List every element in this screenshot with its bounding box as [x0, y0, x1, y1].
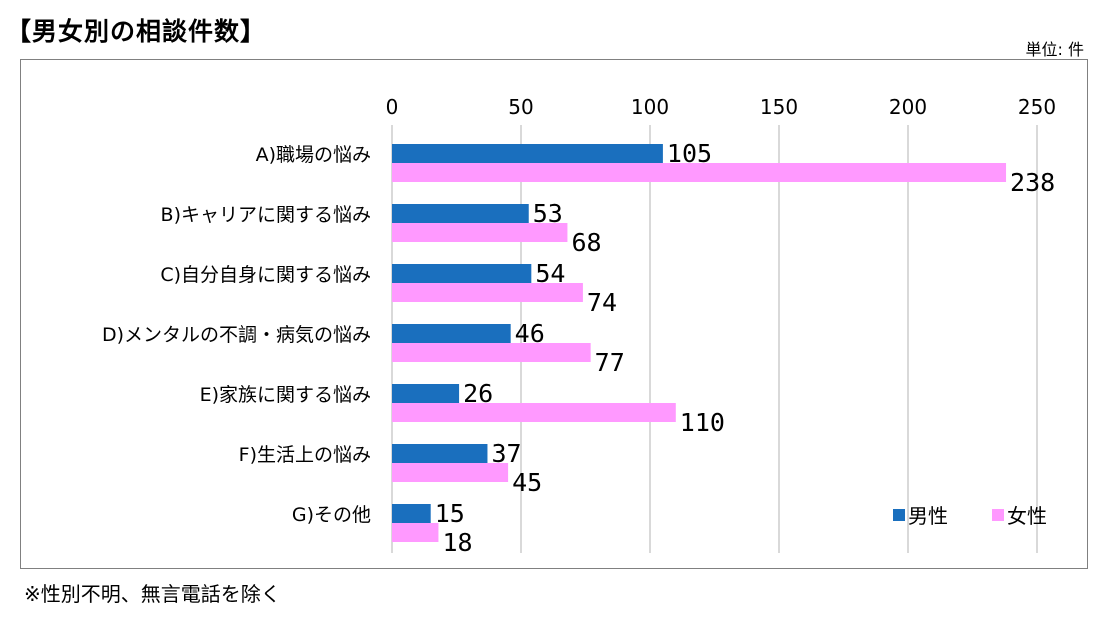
x-tick-label-0: 0 — [386, 95, 399, 119]
footnote: ※性別不明、無言電話を除く — [24, 582, 281, 606]
category-label-0: A)職場の悩み — [256, 144, 371, 166]
bar-0-1 — [392, 204, 529, 223]
x-tick-label-5: 250 — [1018, 95, 1056, 119]
bar-1-2 — [392, 283, 583, 302]
bar-1-5 — [392, 463, 509, 482]
category-label-3: D)メンタルの不調・病気の悩み — [102, 324, 371, 346]
data-label-0-6: 15 — [435, 499, 465, 528]
bar-0-6 — [392, 504, 431, 523]
bar-1-6 — [392, 523, 439, 542]
bar-1-4 — [392, 403, 676, 422]
category-label-2: C)自分自身に関する悩み — [160, 264, 371, 286]
category-label-1: B)キャリアに関する悩み — [161, 204, 371, 226]
category-label-4: E)家族に関する悩み — [200, 384, 371, 406]
legend-swatch-0 — [893, 509, 905, 521]
legend-label-1: 女性 — [1007, 504, 1047, 528]
x-tick-label-1: 50 — [508, 95, 533, 119]
chart-title: 【男女別の相談件数】 — [6, 17, 267, 46]
chart-frame — [20, 59, 1088, 569]
category-label-6: G)その他 — [292, 504, 371, 526]
bar-1-0 — [392, 163, 1007, 182]
x-tick-label-2: 100 — [631, 95, 669, 119]
bar-0-2 — [392, 264, 532, 283]
data-label-1-4: 110 — [680, 408, 725, 437]
data-label-1-3: 77 — [595, 348, 625, 377]
bar-1-3 — [392, 343, 591, 362]
legend-swatch-1 — [992, 509, 1004, 521]
data-label-1-2: 74 — [587, 288, 617, 317]
data-label-1-0: 238 — [1010, 168, 1055, 197]
bar-1-1 — [392, 223, 568, 242]
x-tick-label-3: 150 — [760, 95, 798, 119]
bar-0-5 — [392, 444, 488, 463]
category-label-5: F)生活上の悩み — [239, 444, 371, 466]
unit-label: 単位: 件 — [1025, 40, 1084, 59]
bar-0-3 — [392, 324, 511, 343]
legend-label-0: 男性 — [908, 504, 948, 528]
bar-0-4 — [392, 384, 460, 403]
bar-0-0 — [392, 144, 663, 163]
data-label-1-5: 45 — [512, 468, 542, 497]
data-label-1-1: 68 — [571, 228, 601, 257]
data-label-1-6: 18 — [442, 528, 472, 557]
x-tick-label-4: 200 — [889, 95, 927, 119]
